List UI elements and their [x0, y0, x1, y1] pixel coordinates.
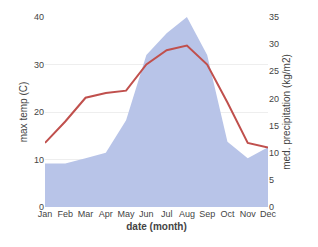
- svg-text:10: 10: [34, 155, 44, 165]
- svg-text:max temp (C): max temp (C): [18, 82, 29, 143]
- svg-text:35: 35: [269, 12, 279, 22]
- svg-text:0: 0: [39, 202, 44, 212]
- svg-text:Dec: Dec: [260, 209, 277, 219]
- svg-text:30: 30: [34, 60, 44, 70]
- svg-text:0: 0: [269, 202, 274, 212]
- svg-text:15: 15: [269, 121, 279, 131]
- svg-text:5: 5: [269, 175, 274, 185]
- svg-text:Jan: Jan: [38, 209, 53, 219]
- svg-text:date (month): date (month): [126, 221, 187, 232]
- svg-text:30: 30: [269, 39, 279, 49]
- svg-text:40: 40: [34, 12, 44, 22]
- svg-text:25: 25: [269, 66, 279, 76]
- svg-text:Nov: Nov: [240, 209, 257, 219]
- svg-text:Aug: Aug: [179, 209, 195, 219]
- svg-text:Feb: Feb: [58, 209, 74, 219]
- svg-text:Jul: Jul: [161, 209, 173, 219]
- svg-text:Apr: Apr: [99, 209, 113, 219]
- svg-text:Mar: Mar: [78, 209, 94, 219]
- svg-text:Sep: Sep: [199, 209, 215, 219]
- svg-text:Jun: Jun: [139, 209, 154, 219]
- svg-text:20: 20: [269, 94, 279, 104]
- svg-text:med. precipitation (kg/m2): med. precipitation (kg/m2): [281, 54, 292, 170]
- svg-text:Oct: Oct: [220, 209, 235, 219]
- svg-text:20: 20: [34, 107, 44, 117]
- svg-text:10: 10: [269, 148, 279, 158]
- svg-text:May: May: [118, 209, 136, 219]
